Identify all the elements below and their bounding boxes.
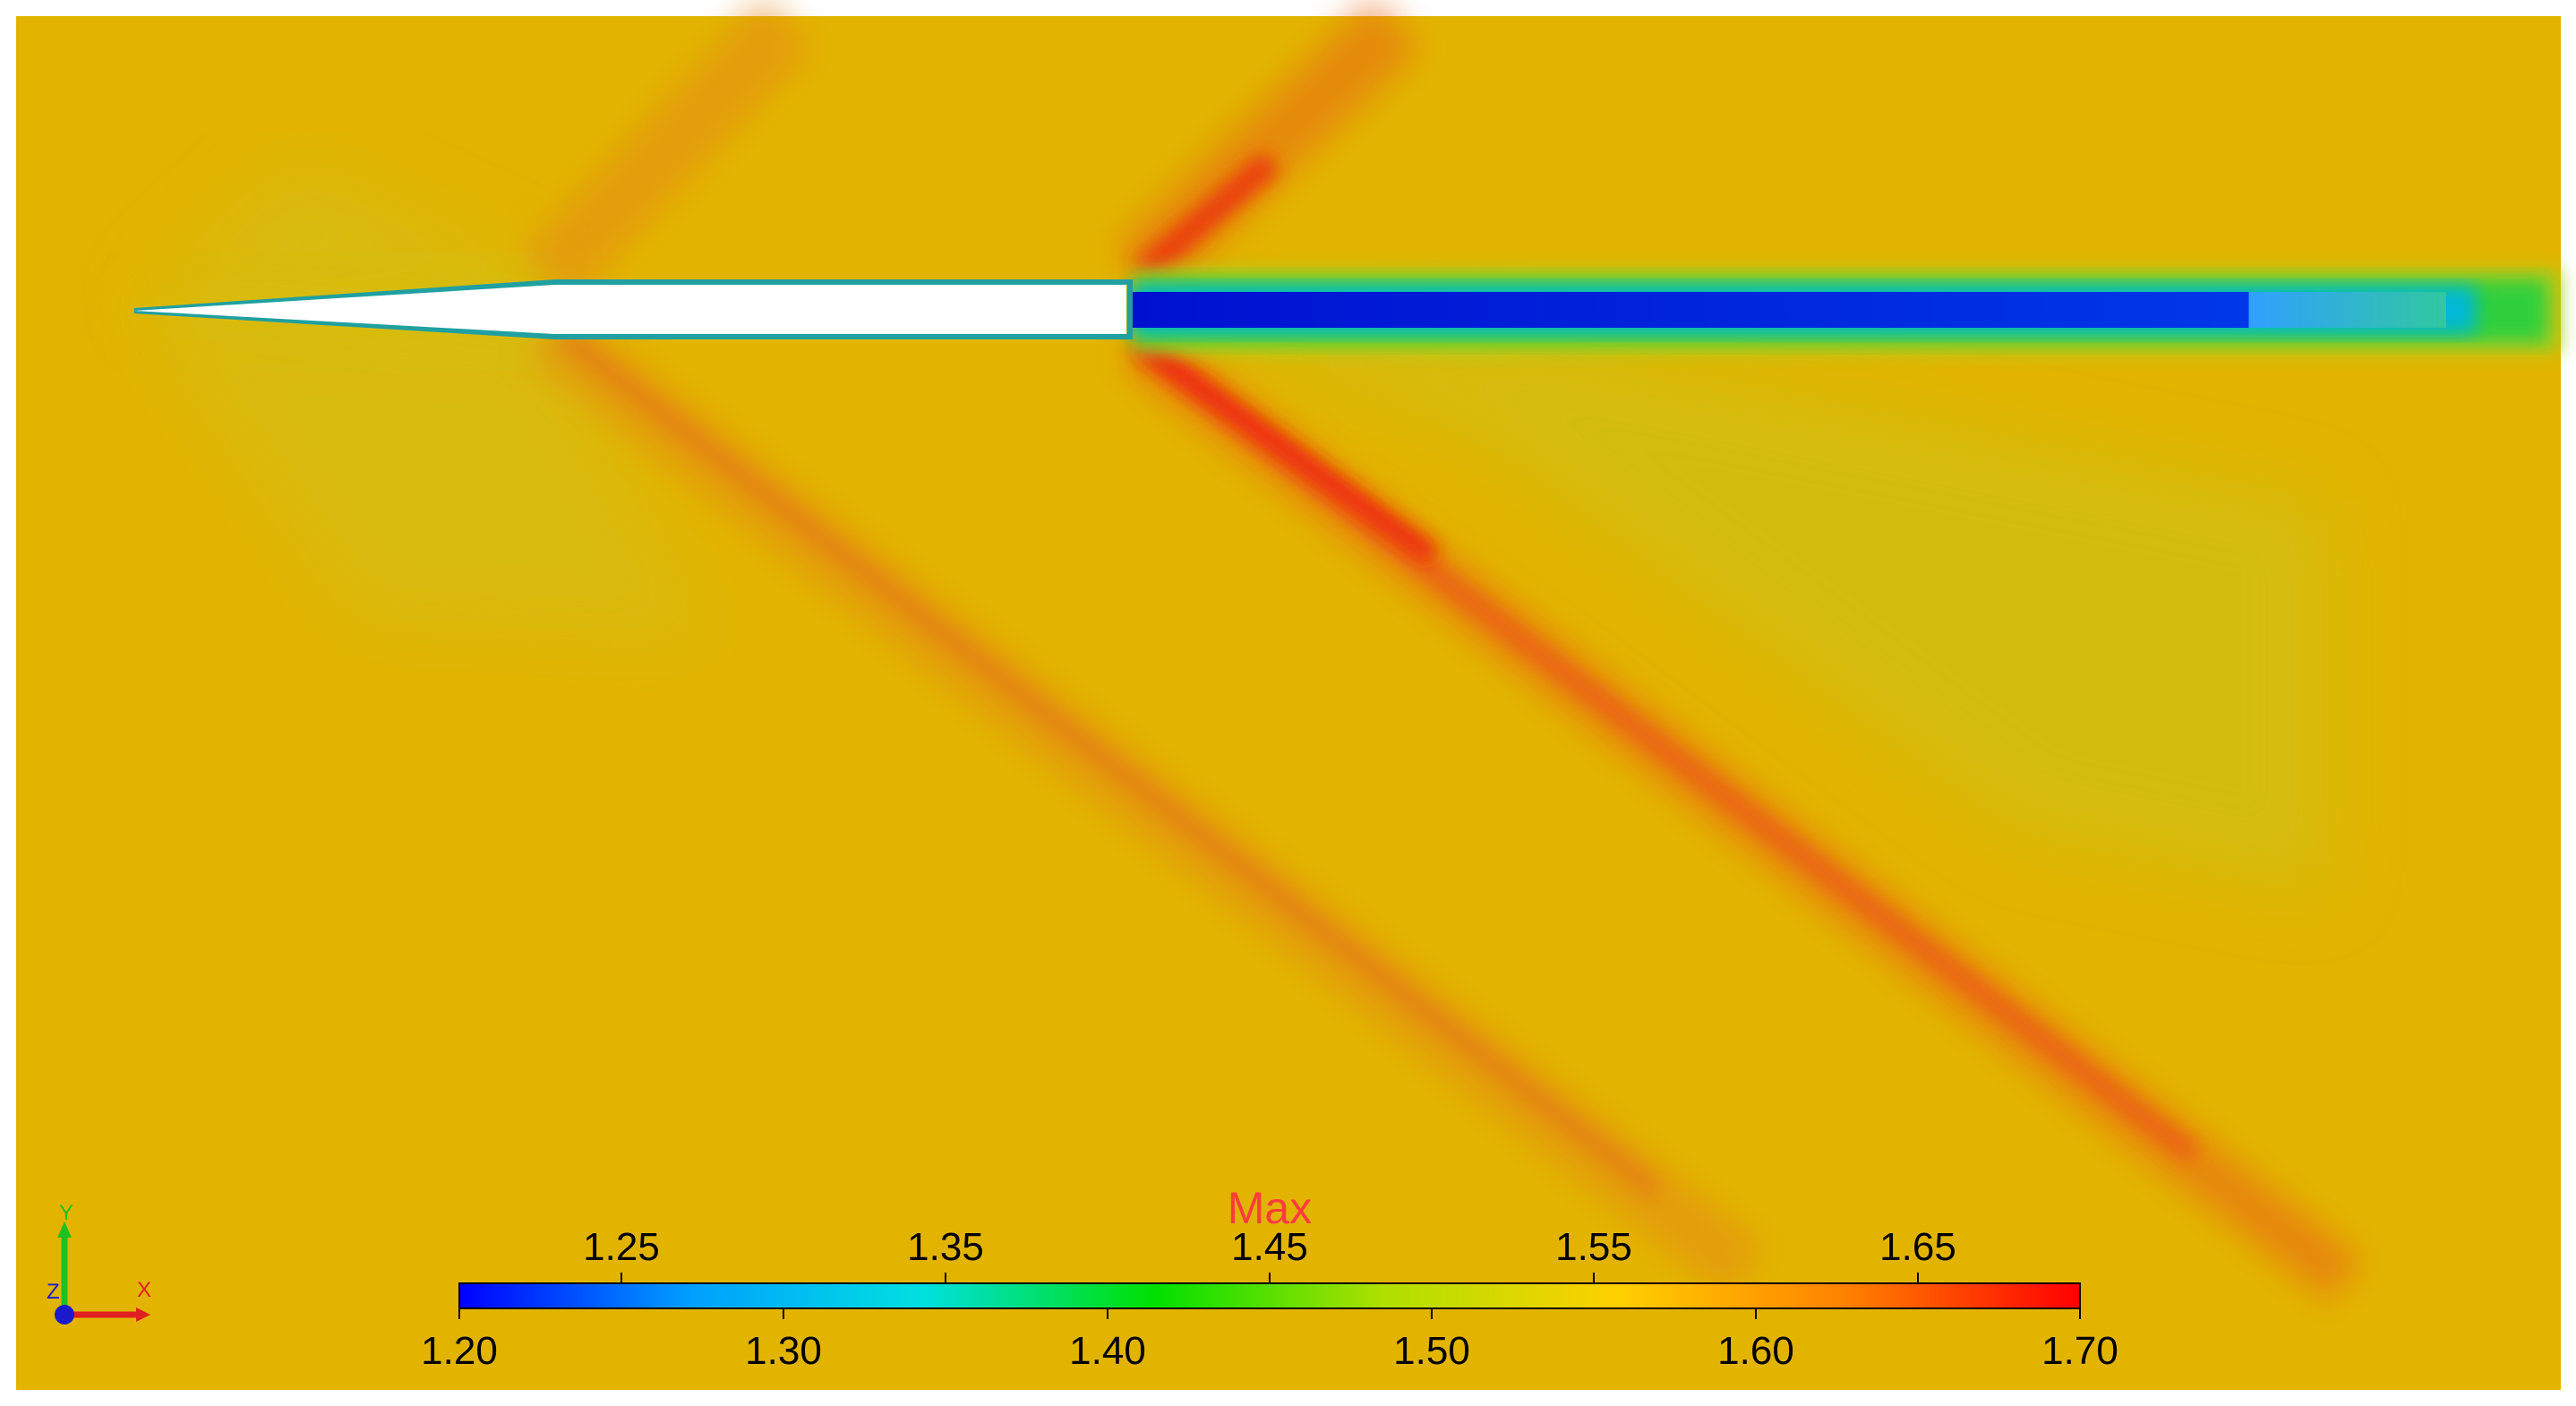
triad-z-axis: [55, 1305, 74, 1325]
bow-shock-lower-core: [556, 326, 1665, 1201]
projectile-body-outline: [133, 279, 1133, 339]
colorbar-ticks-bottom: 1.20 1.30 1.40 1.50 1.60 1.70: [421, 1308, 2118, 1373]
colorbar-tick-label-top: 1.45: [1231, 1225, 1308, 1269]
colorbar-ticks-top: 1.25 1.35 1.45 1.55 1.65: [583, 1225, 1956, 1283]
triad-x-arrowhead: [136, 1307, 150, 1322]
triad-y-arrowhead: [57, 1222, 72, 1238]
colorbar-tick-label-bottom: 1.70: [2041, 1329, 2118, 1373]
colorbar: 1.25 1.35 1.45 1.55 1.65 1.20 1.30 1.40 1.50 1.6…: [421, 1183, 2118, 1373]
triad-y-label: Y: [59, 1201, 73, 1225]
triad-x-label: X: [137, 1278, 151, 1302]
base-shock-lower-peak: [1135, 337, 1439, 563]
bow-shock-upper: [519, 0, 815, 303]
colorbar-tick-label-bottom: 1.50: [1393, 1329, 1470, 1373]
projectile-body: [134, 285, 1126, 334]
contour-field: [16, 0, 2561, 1390]
colorbar-tick-label-top: 1.55: [1555, 1225, 1632, 1269]
expansion-fan-lower-nose: [134, 313, 716, 645]
triad-z-label: Z: [47, 1280, 60, 1304]
colorbar-tick-label-bottom: 1.60: [1717, 1329, 1794, 1373]
colorbar-tick-label-bottom: 1.40: [1069, 1329, 1146, 1373]
colorbar-tick-label-top: 1.25: [583, 1225, 660, 1269]
colorbar-tick-label-top: 1.35: [907, 1225, 984, 1269]
expansion-region-base: [1164, 331, 2328, 896]
expansion-fan-upper-nose: [134, 161, 555, 309]
colorbar-tick-label-bottom: 1.30: [745, 1329, 822, 1373]
axis-triad: X Y Z: [47, 1201, 151, 1325]
wake-core: [1130, 292, 2446, 328]
colorbar-tick-label-bottom: 1.20: [421, 1329, 498, 1373]
colorbar-max-label: Max: [1228, 1183, 1312, 1233]
base-shock-upper-peak: [1133, 150, 1280, 284]
colorbar-tick-label-top: 1.65: [1879, 1225, 1956, 1269]
colorbar-gradient-bar: [458, 1282, 2081, 1309]
